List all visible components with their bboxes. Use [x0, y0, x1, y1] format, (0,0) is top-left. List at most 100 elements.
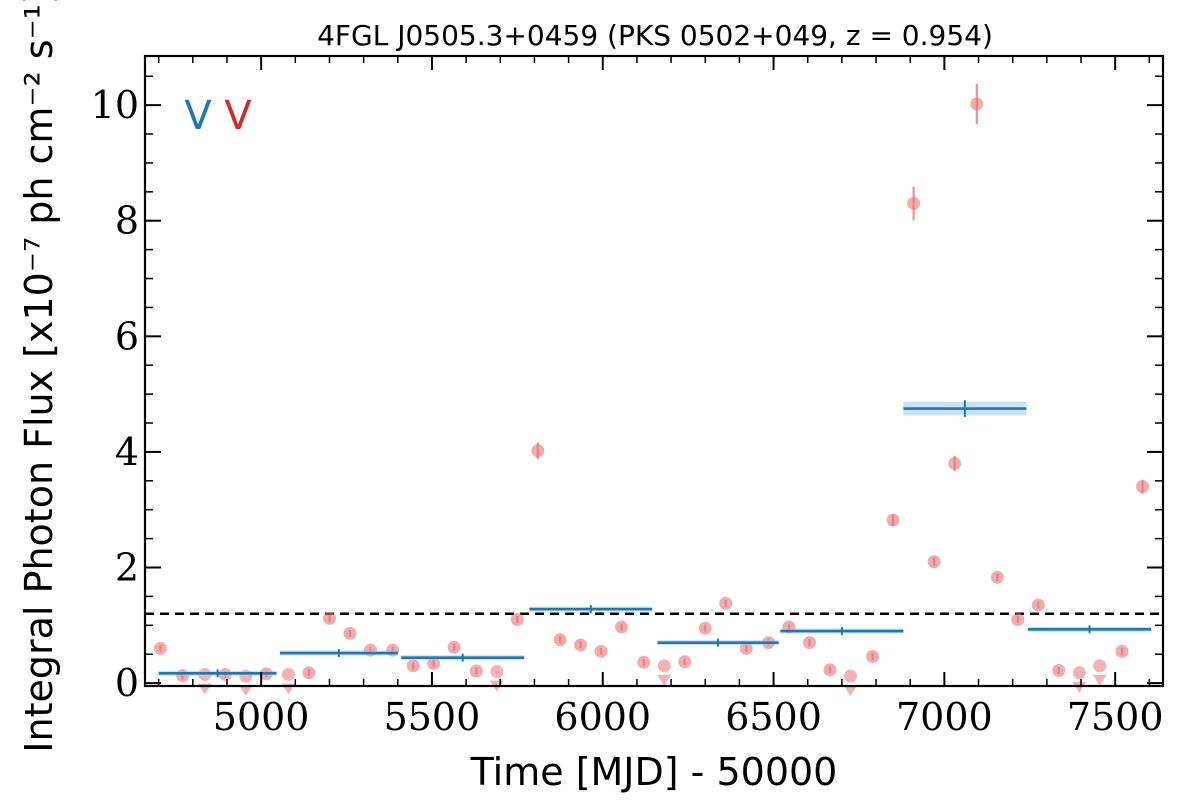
- point-marker: [1031, 598, 1045, 612]
- bin-bar: [401, 653, 525, 662]
- point-marker: [739, 641, 753, 655]
- upper-limit-point: [657, 659, 671, 673]
- data-point: [698, 621, 712, 635]
- point-marker: [970, 97, 984, 111]
- x-tick-label: 5000: [213, 695, 310, 739]
- data-point: [302, 666, 316, 680]
- legend-marker: V: [184, 93, 212, 139]
- data-point: [1072, 666, 1087, 693]
- data-point: [990, 570, 1004, 584]
- data-point: [343, 626, 357, 640]
- data-point: [866, 650, 880, 664]
- upper-limit-point: [281, 667, 295, 681]
- upper-limit-point: [490, 665, 504, 679]
- point-marker: [322, 611, 336, 625]
- point-marker: [1136, 480, 1150, 494]
- point-marker: [637, 655, 651, 669]
- data-point: [907, 186, 921, 221]
- data-point: [802, 636, 816, 650]
- point-marker: [615, 620, 629, 634]
- bin-bar: [903, 400, 1027, 417]
- x-tick-label: 6500: [725, 695, 822, 739]
- y-axis-label: Integral Photon Flux [x10⁻⁷ ph cm⁻² s⁻¹]: [17, 0, 61, 753]
- point-marker: [886, 513, 900, 527]
- data-point: [823, 663, 837, 677]
- point-marker: [510, 613, 524, 627]
- data-point: [927, 555, 941, 569]
- point-marker: [553, 633, 567, 647]
- point-marker: [594, 644, 608, 658]
- y-tick-label: 6: [115, 314, 139, 358]
- data-point: [719, 596, 733, 610]
- data-point: [948, 455, 962, 472]
- x-tick-label: 7500: [1067, 695, 1164, 739]
- x-tick-label: 6000: [554, 695, 651, 739]
- data-point: [739, 641, 753, 655]
- y-tick-label: 10: [91, 83, 139, 127]
- data-point: [489, 665, 504, 692]
- bin-bar: [657, 638, 779, 647]
- data-point: [574, 638, 588, 652]
- x-axis-label: Time [MJD] - 50000: [470, 750, 838, 794]
- data-point: [970, 83, 984, 125]
- data-point: [1092, 659, 1107, 686]
- point-marker: [447, 640, 461, 654]
- data-point: [469, 664, 483, 678]
- data-point: [531, 442, 545, 459]
- upper-limit-point: [1093, 659, 1107, 673]
- upper-limit-arrow: [238, 685, 253, 697]
- point-marker: [907, 196, 921, 210]
- point-marker: [302, 666, 316, 680]
- data-point: [553, 633, 567, 647]
- point-marker: [927, 555, 941, 569]
- data-point: [447, 640, 461, 654]
- upper-limit-arrow: [843, 685, 858, 697]
- data-point: [281, 667, 296, 695]
- upper-limit-arrow: [657, 674, 672, 686]
- data-point: [322, 611, 336, 625]
- data-point: [510, 613, 524, 627]
- upper-limit-point: [843, 669, 857, 683]
- data-point: [427, 656, 441, 670]
- data-point: [153, 641, 167, 655]
- point-marker: [678, 655, 692, 669]
- data-point: [1115, 644, 1129, 658]
- upper-limit-point: [1072, 666, 1086, 680]
- y-tick-label: 0: [115, 661, 139, 705]
- point-marker: [948, 456, 962, 470]
- point-marker: [406, 659, 420, 673]
- data-point: [1052, 663, 1066, 677]
- bin-bar: [279, 649, 398, 658]
- data-point: [637, 655, 651, 669]
- point-marker: [469, 664, 483, 678]
- data-point: [657, 659, 672, 686]
- data-point: [843, 669, 858, 697]
- point-marker: [1052, 663, 1066, 677]
- bin-bar: [529, 605, 653, 614]
- point-marker: [802, 636, 816, 650]
- data-point: [1136, 479, 1150, 494]
- point-marker: [427, 656, 441, 670]
- x-tick-label: 5500: [384, 695, 481, 739]
- point-marker: [719, 596, 733, 610]
- point-marker: [698, 621, 712, 635]
- data-point: [615, 620, 629, 634]
- data-point: [406, 659, 420, 673]
- bin-bar: [780, 627, 904, 636]
- x-tick-label: 7000: [896, 695, 993, 739]
- data-point: [886, 513, 900, 527]
- y-tick-label: 2: [115, 546, 139, 590]
- point-marker: [574, 638, 588, 652]
- data-point: [1031, 598, 1045, 612]
- point-marker: [823, 663, 837, 677]
- point-marker: [990, 570, 1004, 584]
- plot-frame: [143, 54, 1165, 688]
- point-marker: [1115, 644, 1129, 658]
- upper-limit-arrow: [1092, 674, 1107, 686]
- bin-bar: [158, 669, 277, 678]
- point-marker: [531, 444, 545, 458]
- point-marker: [866, 650, 880, 664]
- y-tick-label: 4: [115, 430, 139, 474]
